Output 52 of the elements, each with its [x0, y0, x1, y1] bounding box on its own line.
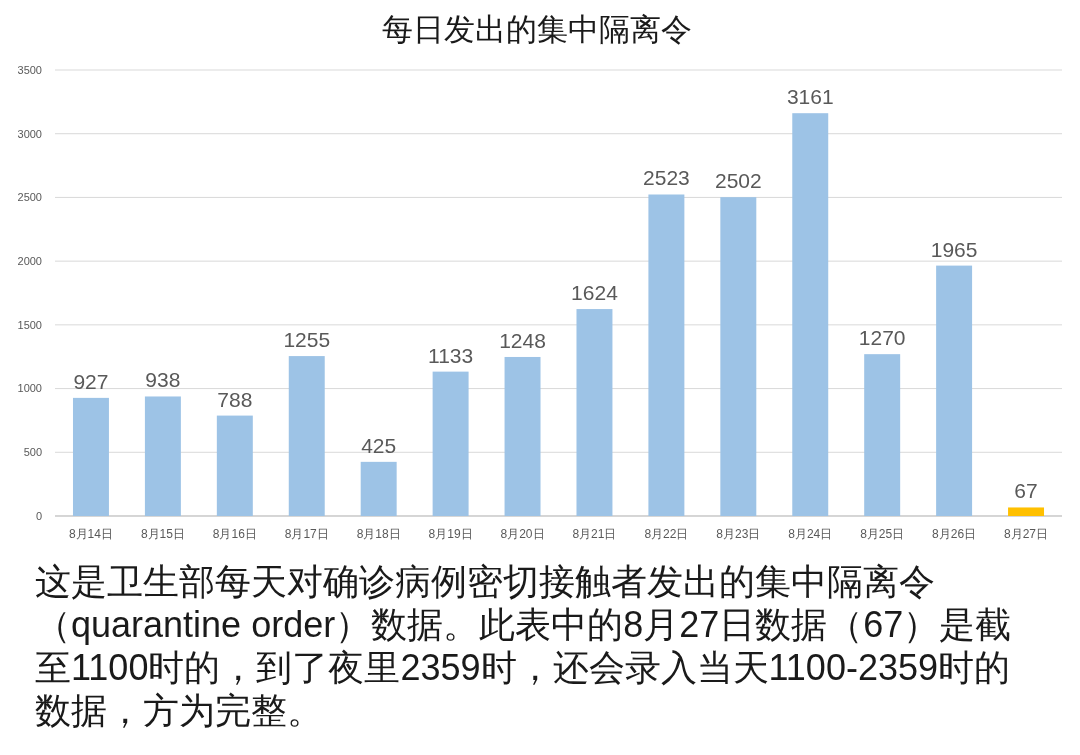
chart-title: 每日发出的集中隔离令: [382, 12, 692, 47]
y-tick-label: 1000: [17, 382, 42, 395]
data-label: 1965: [930, 237, 978, 261]
x-tick-label: 8月24日: [788, 527, 833, 541]
data-label: 938: [145, 368, 181, 392]
x-tick-label: 8月21日: [572, 527, 617, 541]
x-tick-label: 8月15日: [140, 527, 185, 541]
bar: [72, 397, 109, 516]
y-tick-label: 0: [35, 509, 42, 522]
y-tick-label: 3000: [17, 127, 42, 140]
bar: [864, 354, 901, 516]
bar: [288, 356, 325, 516]
y-tick-label: 1500: [17, 318, 42, 331]
bar: [432, 371, 469, 516]
x-tick-label: 8月23日: [716, 527, 761, 541]
bar: [792, 113, 829, 516]
data-label: 1270: [858, 326, 906, 350]
data-label: 1624: [571, 281, 619, 305]
x-tick-label: 8月16日: [212, 527, 257, 541]
data-label: 2502: [714, 169, 762, 193]
bar: [360, 461, 397, 516]
y-tick-label: 2500: [17, 191, 42, 204]
data-label: 1133: [428, 343, 474, 367]
text: 这是卫生部每天对确诊病例密切接触者发出的集中隔离令（quarantine order）数据。此表中的8月27日数据（67）是截至1100时的，到了夜里2359时，还会录入当天1100-2359时的数据，方为完整。: [35, 561, 1012, 731]
x-tick-label: 8月14日: [68, 527, 113, 541]
bar: [936, 265, 973, 516]
bar: [1008, 507, 1045, 516]
data-label: 67: [1014, 479, 1038, 503]
y-tick-label: 3500: [17, 63, 42, 76]
bar: [144, 396, 181, 516]
y-tick-label: 2000: [17, 254, 42, 267]
x-tick-label: 8月20日: [500, 527, 545, 541]
data-label: 425: [361, 433, 397, 457]
x-tick-label: 8月22日: [644, 527, 689, 541]
x-tick-label: 8月27日: [1004, 527, 1049, 541]
bar: [720, 197, 757, 516]
bar: [504, 356, 541, 516]
data-label: 788: [217, 387, 253, 411]
data-label: 927: [73, 369, 109, 393]
x-tick-label: 8月26日: [932, 527, 977, 541]
data-label: 3161: [786, 85, 834, 109]
bar: [576, 309, 613, 516]
data-label: 1255: [283, 328, 331, 352]
x-tick-label: 8月19日: [428, 527, 473, 541]
data-label: 1248: [499, 328, 546, 352]
y-tick-label: 500: [23, 446, 42, 459]
x-tick-label: 8月18日: [356, 527, 401, 541]
data-label: 2523: [643, 166, 690, 190]
bar: [216, 415, 253, 516]
bar: [648, 194, 685, 516]
x-tick-label: 8月17日: [284, 527, 329, 541]
x-tick-label: 8月25日: [860, 527, 905, 541]
